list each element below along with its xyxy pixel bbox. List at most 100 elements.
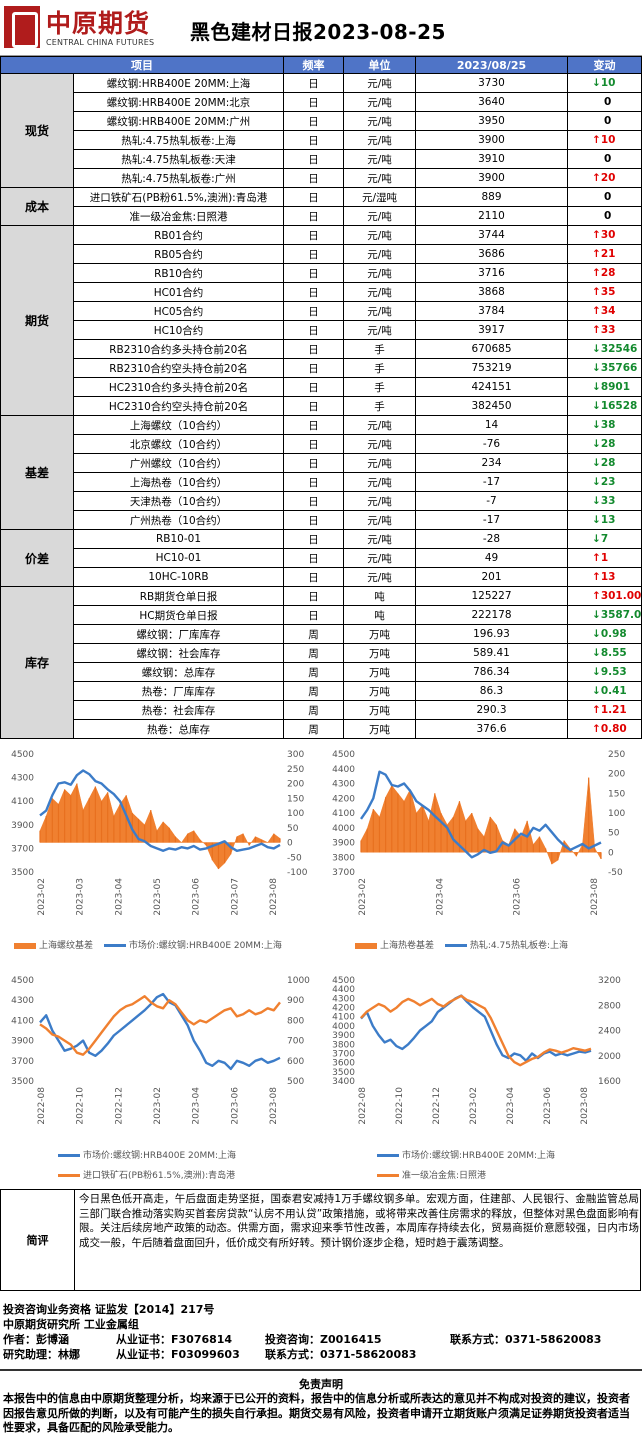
value-cell: 3730 <box>415 73 568 93</box>
unit-cell: 手 <box>343 358 416 378</box>
unit-cell: 元/吨 <box>343 301 416 321</box>
change-value: 35766 <box>600 362 638 374</box>
change-cell: ↓16528 <box>567 396 642 416</box>
col-header-unit: 单位 <box>343 56 416 74</box>
x-tick-label: 2023-04 <box>192 1087 202 1125</box>
y-tick-label-right: 800 <box>287 1016 304 1026</box>
item-cell: 广州热卷（10合约） <box>73 510 284 530</box>
change-cell: ↑28 <box>567 263 642 283</box>
y-tick-label-right: 200 <box>287 780 304 790</box>
x-tick-label: 2023-08 <box>269 878 279 916</box>
y-tick-label-left: 4000 <box>332 824 355 834</box>
legend-swatch-line <box>58 1154 80 1157</box>
legend-label: 上海热卷基差 <box>380 941 435 951</box>
table-row: 螺纹钢：厂库库存周万吨 196.93 ↓0.98 <box>1 624 642 644</box>
y-tick-label-right: -50 <box>608 868 623 878</box>
y-tick-label-left: 3700 <box>332 868 355 878</box>
y-tick-label-right: 600 <box>287 1057 304 1067</box>
value-cell: 3744 <box>415 225 568 245</box>
x-tick-label: 2023-02 <box>469 1087 479 1125</box>
freq-cell: 周 <box>283 681 344 701</box>
change-cell: ↓7 <box>567 529 642 549</box>
item-cell: 热卷：社会库存 <box>73 700 284 720</box>
chart-legend: 进口铁矿石(PB粉61.5%,澳洲):青岛港 <box>58 1168 235 1181</box>
y-tick-label-left: 3800 <box>332 1040 355 1050</box>
value-cell: 222178 <box>415 605 568 625</box>
freq-cell: 日 <box>283 149 344 169</box>
table-row: 天津热卷（10合约）日元/吨 -7 ↓33 <box>1 491 642 511</box>
y-tick-label-left: 4300 <box>332 994 355 1004</box>
unit-cell: 手 <box>343 339 416 359</box>
freq-cell: 日 <box>283 111 344 131</box>
y-tick-label-right: 50 <box>287 824 299 834</box>
x-tick-label: 2023-05 <box>153 878 163 916</box>
item-cell: HC2310合约多头持仓前20名 <box>73 377 284 397</box>
arrow-up-icon: ↑ <box>592 305 601 317</box>
chart-legend: 市场价:螺纹钢:HRB400E 20MM:上海 <box>377 1148 555 1161</box>
change-value: 0 <box>604 115 612 127</box>
table-row: RB2310合约空头持仓前20名日手 753219 ↓35766 <box>1 358 642 378</box>
unit-cell: 元/吨 <box>343 529 416 549</box>
change-value: 16528 <box>600 400 638 412</box>
unit-cell: 万吨 <box>343 719 416 739</box>
item-cell: HC期货仓单日报 <box>73 605 284 625</box>
value-cell: 589.41 <box>415 643 568 663</box>
category-cell: 现货 <box>0 73 74 188</box>
value-cell: 2110 <box>415 206 568 226</box>
col-header-item: 项目 <box>0 56 284 74</box>
table-row: 热卷：社会库存周万吨 290.3 ↑1.21 <box>1 700 642 720</box>
change-value: 7 <box>600 533 609 545</box>
unit-cell: 吨 <box>343 586 416 606</box>
item-cell: 螺纹钢：总库存 <box>73 662 284 682</box>
table-row: HC05合约日元/吨 3784 ↑34 <box>1 301 642 321</box>
change-cell: ↓38 <box>567 415 642 435</box>
change-cell: ↑34 <box>567 301 642 321</box>
change-cell: ↓3587.00 <box>567 605 642 625</box>
y-tick-label-right: 1600 <box>598 1077 621 1087</box>
arrow-up-icon: ↑ <box>592 704 601 716</box>
change-value: 34 <box>600 305 616 317</box>
legend-label: 准一级冶金焦:日照港 <box>402 1171 487 1181</box>
change-cell: ↑13 <box>567 567 642 587</box>
legend-swatch-bar <box>14 942 36 949</box>
value-cell: 382450 <box>415 396 568 416</box>
arrow-up-icon: ↑ <box>592 248 601 260</box>
col-header-freq: 频率 <box>283 56 344 74</box>
logo-text-cn: 中原期货 <box>46 9 151 38</box>
chart-sh-hrc-basis: 4500 4400 4300 4200 4100 4000 3900 3800 3700 250 2… <box>321 742 641 966</box>
unit-cell: 手 <box>343 377 416 397</box>
item-cell: 上海螺纹（10合约） <box>73 415 284 435</box>
report-header: 中原期货 CENTRAL CHINA FUTURES 黑色建材日报2023-08… <box>0 0 642 56</box>
y-tick-label-left: 4200 <box>332 1004 355 1014</box>
commentary-text: 今日黑色低开高走，午后盘面走势坚挺，国泰君安减持1万手螺纹钢多单。宏观方面，住建… <box>79 1193 639 1249</box>
unit-cell: 元/吨 <box>343 453 416 473</box>
value-cell: 3686 <box>415 244 568 264</box>
y-tick-label-left: 4100 <box>332 809 355 819</box>
logo-mark-icon <box>4 6 40 48</box>
x-tick-label: 2022-12 <box>432 1087 442 1125</box>
freq-cell: 日 <box>283 206 344 226</box>
arrow-up-icon: ↑ <box>592 134 601 146</box>
item-cell: 螺纹钢:HRB400E 20MM:上海 <box>73 73 284 93</box>
freq-cell: 日 <box>283 339 344 359</box>
y-tick-label-left: 3900 <box>11 821 34 831</box>
table-row: 热轧:4.75热轧板卷:广州日元/吨 3900 ↑20 <box>1 168 642 188</box>
freq-cell: 日 <box>283 415 344 435</box>
change-value: 8901 <box>600 381 631 393</box>
change-cell: ↑10 <box>567 130 642 150</box>
change-value: 35 <box>600 286 616 298</box>
y-tick-label-left: 4400 <box>332 765 355 775</box>
legend-swatch-line <box>58 1174 80 1177</box>
change-cell: ↑20 <box>567 168 642 188</box>
x-tick-label: 2023-04 <box>114 878 124 916</box>
change-value: 9.53 <box>600 666 627 678</box>
freq-cell: 日 <box>283 529 344 549</box>
x-tick-label: 2022-12 <box>114 1087 124 1125</box>
legend-label: 市场价:螺纹钢:HRB400E 20MM:上海 <box>128 941 282 951</box>
table-row: 螺纹钢:HRB400E 20MM:广州日元/吨 3950 0 <box>1 111 642 131</box>
arrow-down-icon: ↓ <box>592 666 601 678</box>
y-tick-label-left: 3600 <box>332 1059 355 1069</box>
y-tick-label-left: 3900 <box>332 1031 355 1041</box>
y-tick-label-left: 4100 <box>332 1013 355 1023</box>
